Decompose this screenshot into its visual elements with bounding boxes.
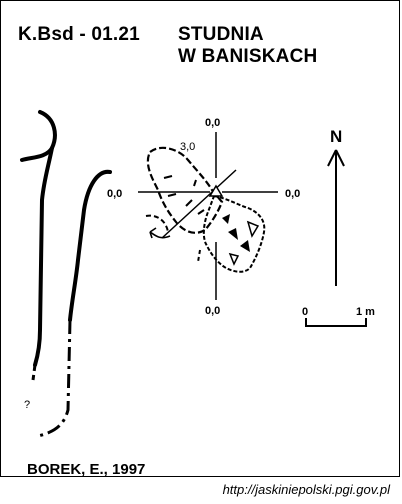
boulder-outline-1	[246, 220, 260, 238]
boulder-outline-2	[228, 252, 240, 266]
source-url: http://jaskiniepolski.pgi.gov.pl	[222, 482, 390, 497]
passage-dashed	[145, 214, 169, 233]
descent-arrow-head-icon	[149, 227, 157, 239]
hatch-mark	[167, 193, 177, 197]
cave-name-line2: W BANISKACH	[178, 46, 318, 67]
north-arrow-head-icon	[327, 149, 345, 167]
descent-arrow-icon	[149, 231, 171, 239]
entrance-triangle-icon	[208, 184, 224, 197]
boulder-3	[222, 214, 230, 224]
hatch-mark	[193, 179, 197, 187]
scale-start-label: 0	[302, 306, 308, 318]
passage-dashed-right	[197, 249, 201, 263]
terrain-outline-right	[68, 169, 112, 322]
survey-line-diagonal	[161, 169, 237, 239]
hatch-mark	[163, 175, 173, 179]
cave-id-title: K.Bsd - 01.21	[18, 24, 140, 45]
cave-outline-chamber	[202, 194, 266, 273]
scale-bar	[305, 318, 367, 327]
map-frame	[0, 0, 400, 477]
hatch-mark	[197, 209, 205, 215]
hatch-mark	[185, 199, 193, 207]
top-datum-label: 0,0	[205, 117, 220, 129]
terrain-dashdot-right	[37, 319, 72, 438]
bottom-datum-label: 0,0	[205, 305, 220, 317]
depth-label: 3,0	[180, 141, 195, 153]
north-label: N	[330, 127, 342, 146]
cave-name-line1: STUDNIA	[178, 24, 264, 45]
terrain-outline-main	[33, 146, 54, 367]
question-mark-label: ?	[24, 399, 30, 411]
author-credit: BOREK, E., 1997	[27, 461, 146, 478]
cave-outline-shaft	[146, 146, 224, 234]
left-datum-label: 0,0	[107, 188, 122, 200]
terrain-dashdot-left	[31, 364, 37, 381]
boulder-2	[240, 240, 250, 252]
boulder-1	[228, 228, 238, 240]
scale-end-label: 1 m	[356, 306, 375, 318]
right-datum-label: 0,0	[285, 188, 300, 200]
